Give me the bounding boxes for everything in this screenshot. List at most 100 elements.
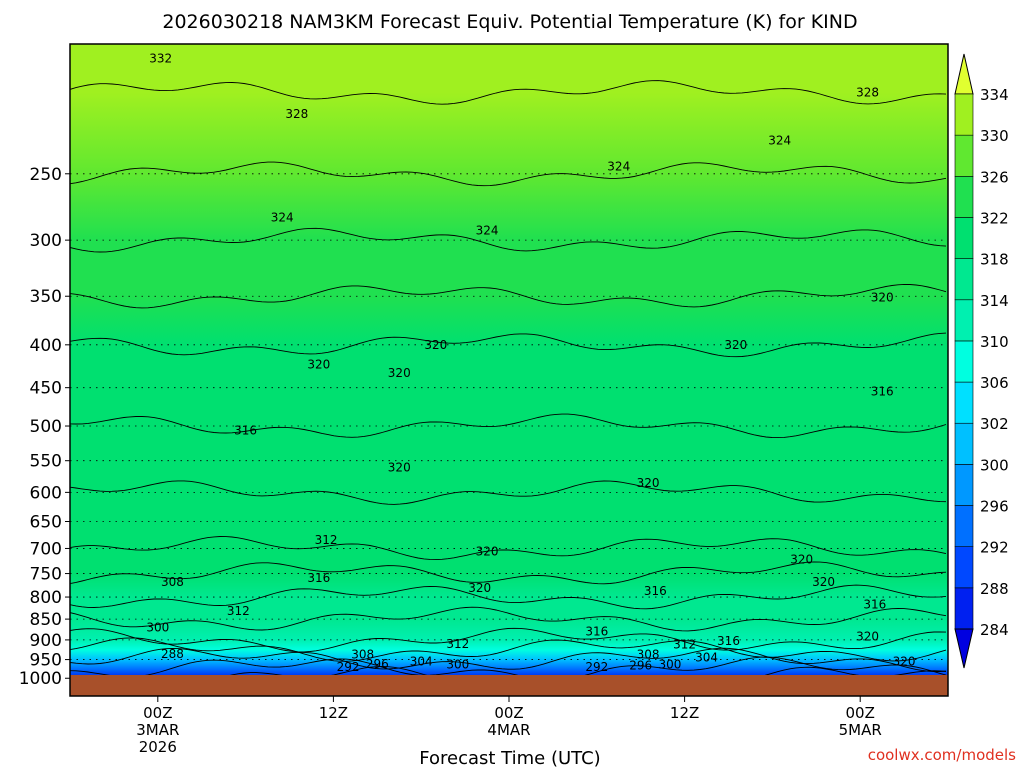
- y-axis: 2503003504004505005506006507007508008509…: [19, 165, 70, 689]
- colorbar-segment: [954, 217, 974, 259]
- contour-line: [70, 647, 947, 672]
- contour-label: 308: [161, 575, 184, 589]
- colorbar: 284 288 292 296 300 302 306 310 314 318 322 326 330 3…: [954, 53, 1009, 669]
- contour-line: [70, 332, 947, 358]
- colorbar-segment: [954, 464, 974, 506]
- contour-line: [70, 80, 947, 105]
- contour-label: 304: [410, 654, 433, 668]
- y-tick-label: 450: [30, 379, 62, 399]
- y-tick-label: 800: [30, 588, 62, 608]
- y-tick-label: 750: [30, 565, 62, 585]
- contour-label: 320: [812, 575, 835, 589]
- contour-label: 292: [337, 660, 360, 674]
- colorbar-cap-top: [954, 53, 974, 95]
- y-tick-label: 300: [30, 231, 62, 251]
- contour-line: [70, 413, 947, 439]
- contour-label: 312: [673, 638, 696, 652]
- contour-label: 328: [285, 107, 308, 121]
- contour-line: [70, 561, 947, 585]
- colorbar-label: 322: [980, 209, 1009, 227]
- y-tick-label: 700: [30, 539, 62, 559]
- x-tick-label: 12Z: [670, 704, 699, 722]
- x-tick-label: 3MAR: [136, 721, 179, 739]
- contour-label: 328: [856, 86, 879, 100]
- contour-label: 316: [307, 571, 330, 585]
- contour-label: 320: [637, 476, 660, 490]
- colorbar-label: 306: [980, 374, 1009, 392]
- contour-label: 300: [146, 621, 169, 635]
- y-tick-label: 1000: [19, 669, 62, 689]
- y-tick-label: 550: [30, 452, 62, 472]
- colorbar-segment: [954, 546, 974, 589]
- x-axis-label: Forecast Time (UTC): [419, 748, 600, 768]
- colorbar-label: 284: [980, 621, 1009, 639]
- x-tick-label: 00Z: [143, 704, 172, 722]
- contour-label: 300: [659, 658, 682, 672]
- contour-line: [70, 161, 947, 187]
- ground-surface: [70, 675, 948, 696]
- colorbar-segment: [954, 381, 974, 424]
- contour-line: [70, 637, 947, 662]
- colorbar-label: 310: [980, 333, 1009, 351]
- colorbar-label: 292: [980, 539, 1009, 557]
- contour-label: 308: [351, 648, 374, 662]
- colorbar-segment: [954, 422, 974, 465]
- colorbar-label: 318: [980, 251, 1009, 269]
- contour-line: [70, 227, 947, 253]
- x-tick-label: 4MAR: [487, 721, 530, 739]
- colorbar-label: 296: [980, 498, 1009, 516]
- x-tick-label: 00Z: [494, 704, 523, 722]
- contour-labels: 332 328 328 324 324 324 324 320 320 320 320 320 316 3…: [146, 51, 915, 674]
- x-tick-label: 12Z: [319, 704, 348, 722]
- y-tick-label: 400: [30, 336, 62, 356]
- contour-label: 312: [227, 604, 250, 618]
- contour-label: 316: [717, 634, 740, 648]
- y-tick-label: 900: [30, 631, 62, 651]
- x-tick-label: 00Z: [846, 704, 875, 722]
- contour-label: 296: [366, 657, 389, 671]
- contour-label: 316: [871, 385, 894, 399]
- contour-label: 320: [724, 338, 747, 352]
- contour-label: 324: [768, 133, 791, 147]
- chart-title: 2026030218 NAM3KM Forecast Equiv. Potent…: [162, 11, 857, 33]
- credit-text: coolwx.com/models: [868, 746, 1016, 764]
- y-tick-label: 250: [30, 165, 62, 185]
- contour-label: 320: [388, 460, 411, 474]
- y-tick-label: 850: [30, 610, 62, 630]
- contour-label: 300: [446, 658, 469, 672]
- contour-label: 324: [476, 223, 499, 237]
- contour-label: 296: [629, 658, 652, 672]
- contour-label: 316: [644, 584, 667, 598]
- colorbar-segment: [954, 587, 974, 630]
- contour-line: [70, 480, 947, 505]
- y-tick-label: 350: [30, 287, 62, 307]
- colorbar-label: 302: [980, 415, 1009, 433]
- contour-line: [70, 606, 947, 632]
- plot-area: 332 328 328 324 324 324 324 320 320 320 320 320 316 3…: [70, 44, 948, 696]
- contour-label: 288: [161, 647, 184, 661]
- colorbar-segment: [954, 93, 974, 136]
- y-tick-label: 950: [30, 651, 62, 671]
- colorbar-segment: [954, 299, 974, 342]
- contour-label: 312: [446, 637, 469, 651]
- x-tick-label: 2026: [139, 738, 177, 756]
- contour-label: 320: [388, 366, 411, 380]
- contour-label: 316: [863, 597, 886, 611]
- contour-label: 312: [315, 533, 338, 547]
- contour-label: 320: [424, 338, 447, 352]
- colorbar-segment: [954, 258, 974, 301]
- colorbar-segment: [954, 134, 974, 177]
- colorbar-label: 314: [980, 292, 1009, 310]
- colorbar-segment: [954, 505, 974, 547]
- contour-label: 316: [585, 625, 608, 639]
- contour-label: 324: [271, 211, 294, 225]
- contour-label: 292: [585, 660, 608, 674]
- colorbar-label: 326: [980, 168, 1009, 186]
- colorbar-label: 330: [980, 127, 1009, 145]
- contour-lines: [70, 80, 947, 691]
- contour-label: 320: [468, 581, 491, 595]
- theta-field: [70, 44, 948, 696]
- contour-label: 320: [871, 290, 894, 304]
